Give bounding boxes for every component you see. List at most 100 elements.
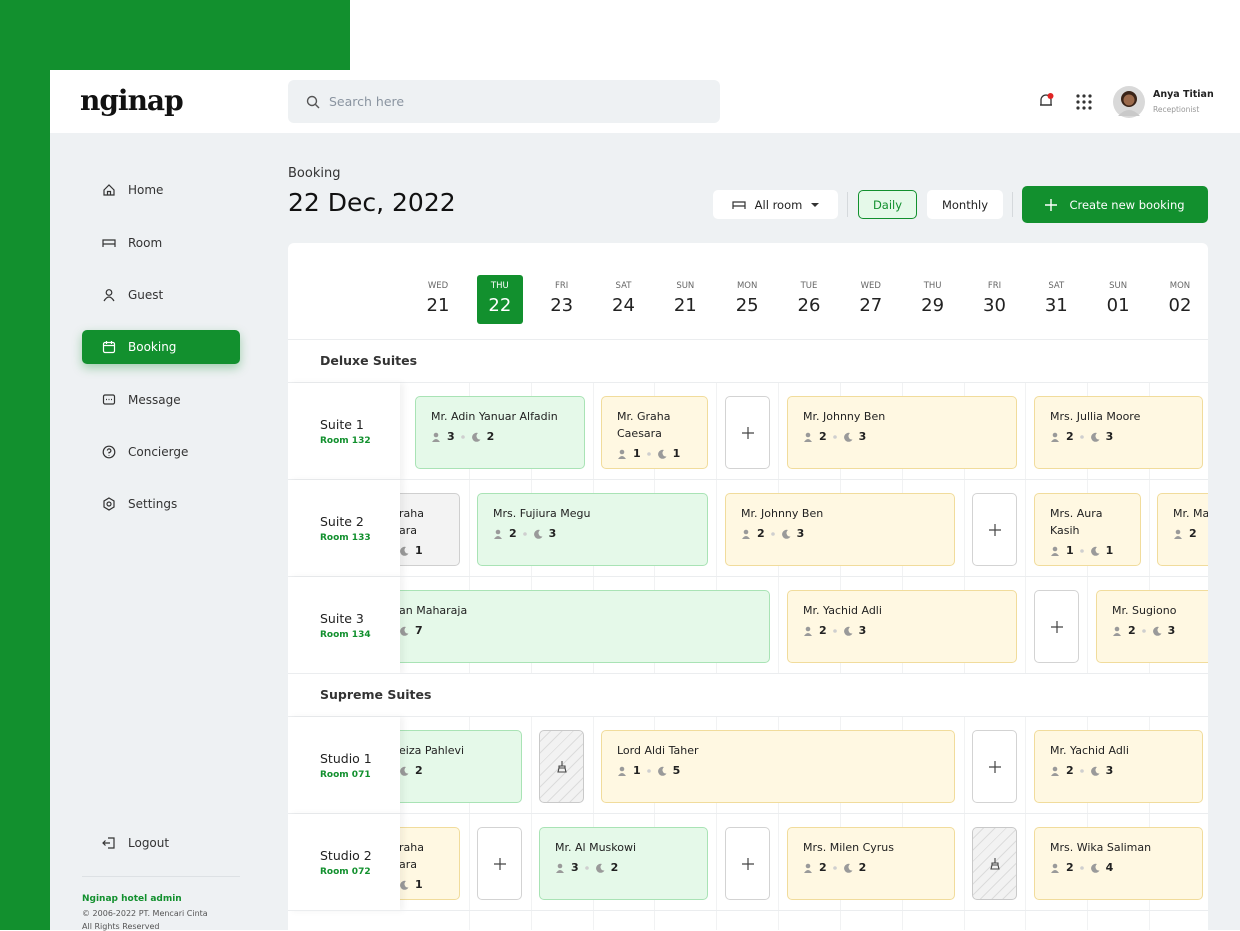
add-booking-cell[interactable] — [1034, 590, 1079, 663]
menu-icon — [103, 497, 115, 511]
night-count: 2 — [486, 430, 495, 443]
night-icon-wrap — [1090, 863, 1100, 873]
night-count: 5 — [672, 764, 681, 777]
night-count: 2 — [415, 764, 423, 777]
room-filter[interactable]: All room — [713, 190, 838, 219]
day-date[interactable]: 31 — [1044, 295, 1068, 316]
day-date[interactable]: 27 — [859, 295, 883, 316]
add-booking-cell[interactable] — [725, 827, 770, 900]
day-date[interactable]: 21 — [673, 295, 697, 316]
menu-item[interactable]: Booking — [82, 330, 240, 364]
apps-icon[interactable] — [1076, 94, 1092, 110]
guest-icon — [1113, 626, 1121, 636]
booking-card[interactable]: Mrs. Aura Kasih 1 1 — [1034, 493, 1141, 566]
day-date[interactable]: 21 — [426, 295, 450, 316]
day-name: WED — [427, 281, 449, 291]
add-booking-cell[interactable] — [972, 730, 1017, 803]
day-date[interactable]: 30 — [983, 295, 1006, 316]
night-icon-wrap — [399, 546, 409, 556]
create-booking-button[interactable]: Create new booking — [1022, 186, 1208, 223]
separator-wrap — [770, 531, 775, 536]
divider — [82, 876, 240, 877]
cleaning-cell — [972, 827, 1017, 900]
logout-button[interactable]: Logout — [82, 826, 240, 860]
day-date[interactable]: 22 — [488, 295, 512, 316]
separator-wrap — [832, 434, 837, 439]
guest-name: Mrs. Milen Cyrus — [803, 841, 894, 854]
night-icon — [400, 626, 409, 636]
guest-count: 2 — [1066, 764, 1074, 777]
menu-item[interactable]: Room — [82, 226, 240, 260]
guest-icon — [1051, 863, 1059, 873]
booking-card[interactable]: Lord Aldi Taher 1 5 — [601, 730, 955, 803]
room-name: Studio 2 — [320, 848, 372, 863]
search-box[interactable]: Search here — [288, 80, 720, 123]
add-booking-cell[interactable] — [972, 493, 1017, 566]
room-name: Suite 3 — [320, 611, 364, 626]
daily-tab[interactable]: Daily — [858, 190, 917, 219]
booking-card[interactable]: Mrs. Fujiura Megu 2 3 — [477, 493, 708, 566]
day-date[interactable]: 26 — [797, 295, 821, 316]
booking-card[interactable]: Mr. Johnny Ben 2 3 — [725, 493, 955, 566]
menu-icon — [102, 341, 116, 354]
night-icon-wrap — [843, 432, 853, 442]
calendar: WED 21 THU 22 FRI 23 SAT 24 SUN 21 MON 25 TUE 26 WED 27… — [288, 243, 1208, 930]
booking-card[interactable]: Mr. Ma 2 — [1157, 493, 1208, 566]
guest-name: Mr. Johnny Ben — [741, 507, 824, 520]
guest-name: Mr. Johnny Ben — [803, 410, 886, 423]
column-line — [1025, 340, 1027, 930]
menu-item[interactable]: Message — [82, 383, 240, 417]
add-booking-cell[interactable] — [725, 396, 770, 469]
section-label: Booking — [288, 166, 341, 181]
day-date[interactable]: 23 — [550, 295, 574, 316]
room-label-cell — [288, 383, 400, 480]
menu-label: Settings — [128, 497, 178, 511]
day-date[interactable]: 24 — [612, 295, 635, 316]
night-icon-wrap — [843, 626, 853, 636]
menu-item[interactable]: Settings — [82, 487, 240, 521]
avatar[interactable] — [1113, 86, 1145, 118]
night-count: 3 — [858, 430, 867, 443]
day-date[interactable]: 25 — [735, 295, 759, 316]
guest-icon-wrap — [1050, 432, 1060, 442]
booking-card[interactable]: Mrs. Jullia Moore 2 3 — [1034, 396, 1203, 469]
booking-card[interactable]: Mr. Adin Yanuar Alfadin 3 2 — [415, 396, 585, 469]
logo: nginap — [80, 84, 184, 117]
add-booking-cell[interactable] — [477, 827, 522, 900]
booking-card[interactable]: Mr. Yachid Adli 2 3 — [1034, 730, 1203, 803]
guest-count: 1 — [633, 764, 641, 777]
day-date[interactable]: 29 — [921, 295, 945, 316]
booking-card[interactable]: Mr. Yachid Adli 2 3 — [787, 590, 1017, 663]
booking-card[interactable]: Mr. Graha Caesara 1 1 — [601, 396, 708, 469]
night-count: 3 — [1105, 430, 1114, 443]
day-date[interactable]: 01 — [1106, 295, 1130, 316]
day-date[interactable]: 02 — [1168, 295, 1192, 316]
menu-item[interactable]: Home — [82, 173, 240, 207]
plus-icon — [741, 426, 754, 439]
booking-card[interactable]: Mr. Sugiono 2 3 — [1096, 590, 1208, 663]
monthly-tab[interactable]: Monthly — [927, 190, 1003, 219]
booking-card[interactable]: Mrs. Milen Cyrus 2 2 — [787, 827, 955, 900]
footer-copyright: © 2006-2022 PT. Mencari Cinta — [82, 909, 208, 918]
booking-stats: 2 — [399, 762, 521, 779]
booking-stats: 1 — [399, 876, 459, 893]
guest-count: 2 — [1189, 527, 1197, 540]
menu-item[interactable]: Concierge — [82, 435, 240, 469]
booking-card[interactable]: Mr. Johnny Ben 2 3 — [787, 396, 1017, 469]
row-divider — [400, 576, 1208, 577]
booking-card[interactable]: an Maharaja 7 — [360, 590, 770, 663]
notification-icon[interactable] — [1037, 92, 1055, 110]
search-icon — [306, 95, 320, 108]
day-name: SAT — [615, 281, 632, 291]
menu-item[interactable]: Guest — [82, 278, 240, 312]
separator — [522, 531, 527, 536]
day-name: THU — [490, 281, 509, 291]
night-icon-wrap — [533, 529, 543, 539]
night-icon — [533, 529, 543, 539]
separator-wrap — [832, 628, 837, 633]
booking-card[interactable]: Mrs. Wika Saliman 2 4 — [1034, 827, 1203, 900]
night-count: 3 — [548, 527, 557, 540]
booking-card[interactable]: Mr. Al Muskowi 3 2 — [539, 827, 708, 900]
